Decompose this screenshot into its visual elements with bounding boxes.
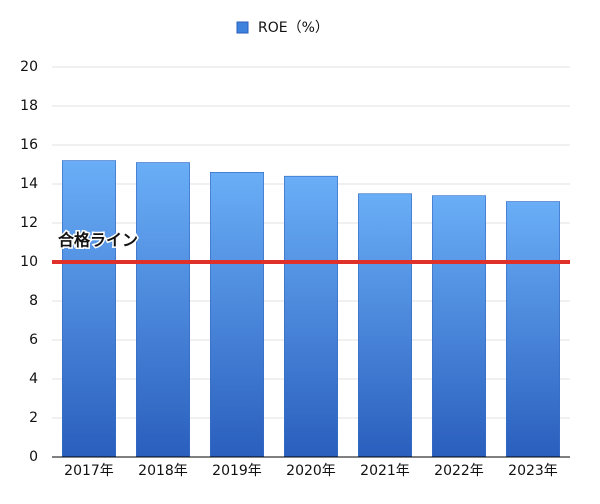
y-tick-label: 2 xyxy=(29,410,38,426)
bar xyxy=(210,172,264,458)
reference-label: 合格ライン xyxy=(58,231,138,250)
bar xyxy=(506,201,560,458)
y-tick-label: 18 xyxy=(20,98,38,114)
y-tick-label: 12 xyxy=(20,215,38,231)
bar xyxy=(62,160,116,458)
bar xyxy=(358,193,412,458)
legend-label: ROE（%） xyxy=(258,20,329,36)
x-tick-label: 2023年 xyxy=(508,463,558,479)
y-tick-label: 0 xyxy=(29,449,38,465)
y-tick-label: 14 xyxy=(20,176,38,192)
x-tick-label: 2019年 xyxy=(212,463,262,479)
y-tick-label: 8 xyxy=(29,293,38,309)
y-tick-label: 10 xyxy=(20,254,38,270)
x-tick-label: 2020年 xyxy=(286,463,336,479)
x-tick-label: 2022年 xyxy=(434,463,484,479)
x-tick-label: 2017年 xyxy=(64,463,114,479)
x-tick-label: 2018年 xyxy=(138,463,188,479)
bar xyxy=(432,195,486,458)
y-tick-label: 6 xyxy=(29,332,38,348)
bar xyxy=(284,175,338,458)
y-tick-label: 16 xyxy=(20,137,38,153)
y-tick-label: 4 xyxy=(29,371,38,387)
bar xyxy=(136,162,190,458)
legend-swatch xyxy=(236,21,249,34)
y-tick-label: 20 xyxy=(20,59,38,75)
x-tick-label: 2021年 xyxy=(360,463,410,479)
